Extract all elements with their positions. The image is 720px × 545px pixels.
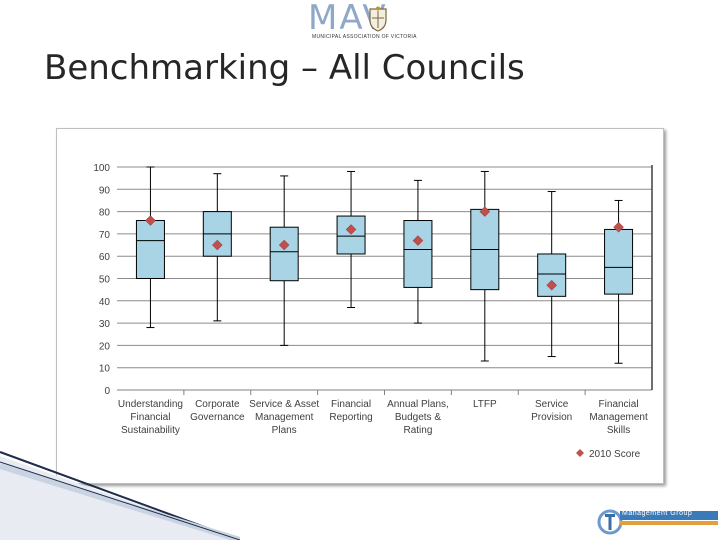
score-marker: [145, 215, 156, 226]
chart-frame: 0 10 20 30 40 50 60 70 80 90 100 Understanding Finan…: [56, 128, 664, 484]
y-tick-label: 90: [99, 185, 111, 196]
score-marker: [278, 239, 290, 251]
x-category-label: Skills: [607, 425, 630, 436]
legend-marker: [576, 449, 584, 457]
y-tick-label: 100: [93, 163, 110, 174]
crest-icon: [369, 6, 387, 32]
management-group-logo: Management Group: [596, 500, 720, 540]
y-tick-label: 50: [99, 275, 111, 286]
x-category-label: Annual Plans,: [387, 399, 449, 410]
score-marker: [345, 224, 357, 235]
y-tick-label: 40: [99, 297, 111, 308]
x-category-label: Management: [589, 412, 648, 423]
footer-decoration: [0, 451, 240, 540]
score-marker: [613, 221, 624, 233]
x-category-label: Service & Asset: [249, 399, 319, 410]
y-tick-label: 0: [104, 386, 110, 397]
score-marker: [479, 206, 491, 217]
x-category-label: Financial: [130, 412, 170, 423]
y-tick-label: 10: [99, 364, 111, 375]
x-category-label: Service: [535, 399, 569, 410]
x-category-label: Budgets &: [395, 412, 441, 423]
page-title: Benchmarking – All Councils: [44, 48, 525, 88]
legend-label: 2010 Score: [589, 449, 641, 460]
x-category-label: Financial: [331, 399, 371, 410]
score-marker: [211, 239, 223, 251]
box: [269, 226, 299, 282]
x-category-label: Management: [255, 412, 314, 423]
score-marker: [546, 279, 558, 291]
score-marker: [412, 235, 424, 246]
management-group-text: Management Group: [622, 510, 693, 517]
boxplot-chart: 0 10 20 30 40 50 60 70 80 90 100 Understanding Finan…: [93, 163, 653, 460]
box: [336, 215, 366, 255]
y-tick-label: 20: [99, 341, 111, 352]
x-category-label: Financial: [599, 399, 639, 410]
y-tick-label: 70: [99, 230, 111, 241]
mav-logo: MAV MUNICIPAL ASSOCIATION OF VICTORIA: [300, 0, 430, 42]
y-tick-label: 80: [99, 208, 111, 219]
box: [135, 220, 165, 279]
x-category-label: Governance: [190, 412, 245, 423]
y-tick-label: 30: [99, 319, 111, 330]
box: [604, 228, 634, 295]
x-category-label: Plans: [272, 425, 297, 436]
x-category-label: Sustainability: [121, 425, 180, 436]
x-category-label: LTFP: [473, 399, 497, 410]
y-tick-label: 60: [99, 252, 111, 263]
mav-logo-subtext: MUNICIPAL ASSOCIATION OF VICTORIA: [312, 34, 417, 40]
x-category-label: Corporate: [195, 399, 240, 410]
management-group-icon: [597, 509, 718, 535]
x-category-label: Provision: [531, 412, 572, 423]
x-category-label: Understanding: [118, 399, 183, 410]
box: [403, 220, 433, 288]
x-category-label: Reporting: [329, 412, 372, 423]
x-category-label: Rating: [403, 425, 432, 436]
